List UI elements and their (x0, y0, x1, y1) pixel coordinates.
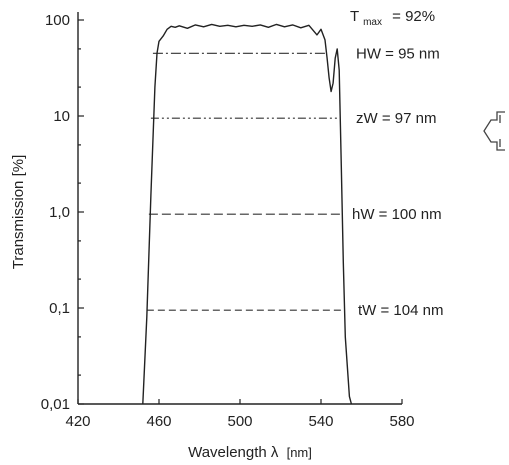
transmission-curve (142, 23, 353, 405)
x-ticks: 420 460 500 540 580 (65, 399, 415, 430)
labels: Transmission [%] Wavelength λ [nm] T max… (10, 8, 435, 461)
bandwidth-label-tw: tW = 104 nm (358, 302, 443, 319)
y-tick-label: 1,0 (49, 204, 70, 221)
tmax-subscript: max (363, 17, 382, 28)
y-tick-label: 0,01 (41, 396, 70, 413)
bandwidth-lines: HW = 95 nm zW = 97 nm hW = 100 nm tW = 104 … (146, 45, 443, 319)
bandwidth-label-hw: hW = 100 nm (352, 206, 442, 223)
x-axis-label: Wavelength λ [nm] (188, 444, 312, 461)
back-arrow-icon (483, 111, 505, 151)
x-tick-label: 460 (146, 413, 171, 430)
y-ticks: 0,01 0,1 1,0 10 100 (41, 12, 84, 413)
bandwidth-label-hw: HW = 95 nm (356, 45, 440, 62)
y-tick-label: 100 (45, 12, 70, 29)
x-tick-label: 540 (308, 413, 333, 430)
bandwidth-label-zw: zW = 97 nm (356, 110, 436, 127)
y-tick-label: 0,1 (49, 300, 70, 317)
x-tick-label: 580 (389, 413, 414, 430)
x-tick-label: 500 (227, 413, 252, 430)
x-axis-label-main: Wavelength λ (188, 444, 279, 461)
y-axis-label: Transmission [%] (10, 155, 27, 269)
series-group (142, 23, 353, 405)
x-tick-label: 420 (65, 413, 90, 430)
y-tick-label: 10 (53, 108, 70, 125)
tmax-annotation: T max = 92% (350, 8, 435, 29)
tmax-value: = 92% (392, 8, 435, 25)
x-axis-label-unit: [nm] (287, 445, 312, 460)
tmax-prefix: T (350, 8, 359, 25)
